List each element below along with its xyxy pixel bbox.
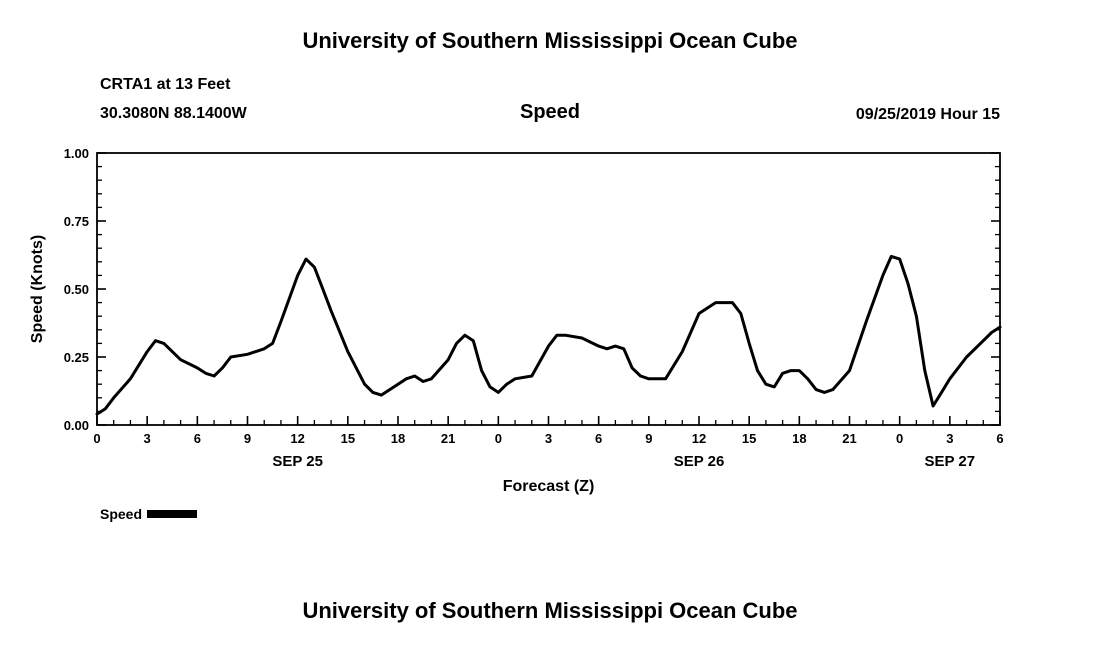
y-tick-label: 0.00: [64, 418, 89, 433]
legend-line-swatch: [147, 510, 198, 519]
chart-title: Speed: [519, 101, 581, 123]
x-axis-label: Forecast (Z): [502, 478, 595, 495]
page-title-top: University of Southern Mississippi Ocean…: [302, 28, 798, 53]
x-tick-label: 3: [545, 431, 552, 446]
x-tick-label: 0: [896, 431, 903, 446]
x-date-label: SEP 26: [674, 453, 725, 470]
x-tick-label: 15: [341, 431, 355, 446]
x-tick-label: 3: [946, 431, 953, 446]
x-tick-label: 18: [391, 431, 405, 446]
x-tick-label: 9: [645, 431, 652, 446]
page-title-bottom: University of Southern Mississippi Ocean…: [302, 598, 798, 623]
speed-line: [95, 254, 1002, 416]
axis-box: [96, 152, 1001, 426]
x-tick-label: 6: [595, 431, 602, 446]
x-date-label: SEP 25: [272, 453, 323, 470]
x-tick-label: 15: [742, 431, 756, 446]
station-coordinates: 30.3080N 88.1400W: [100, 105, 247, 122]
x-tick-label: 6: [194, 431, 201, 446]
forecast-datetime: 09/25/2019 Hour 15: [855, 106, 1000, 123]
x-tick-label: 3: [144, 431, 151, 446]
y-tick-label: 0.75: [64, 214, 89, 229]
x-tick-label: 12: [290, 431, 304, 446]
x-tick-label: 21: [441, 431, 455, 446]
x-tick-label: 12: [692, 431, 706, 446]
x-tick-label: 0: [93, 431, 100, 446]
x-tick-label: 9: [244, 431, 251, 446]
x-tick-label: 0: [495, 431, 502, 446]
legend: Speed: [100, 506, 198, 522]
y-tick-label: 1.00: [64, 146, 89, 161]
x-tick-label: 18: [792, 431, 806, 446]
station-name: CRTA1 at 13 Feet: [100, 76, 231, 93]
x-date-label: SEP 27: [925, 453, 976, 470]
y-tick-label: 0.25: [64, 350, 89, 365]
legend-label: Speed: [100, 506, 143, 522]
y-tick-label: 0.50: [64, 282, 89, 297]
x-tick-label: 21: [842, 431, 856, 446]
x-tick-label: 6: [996, 431, 1003, 446]
